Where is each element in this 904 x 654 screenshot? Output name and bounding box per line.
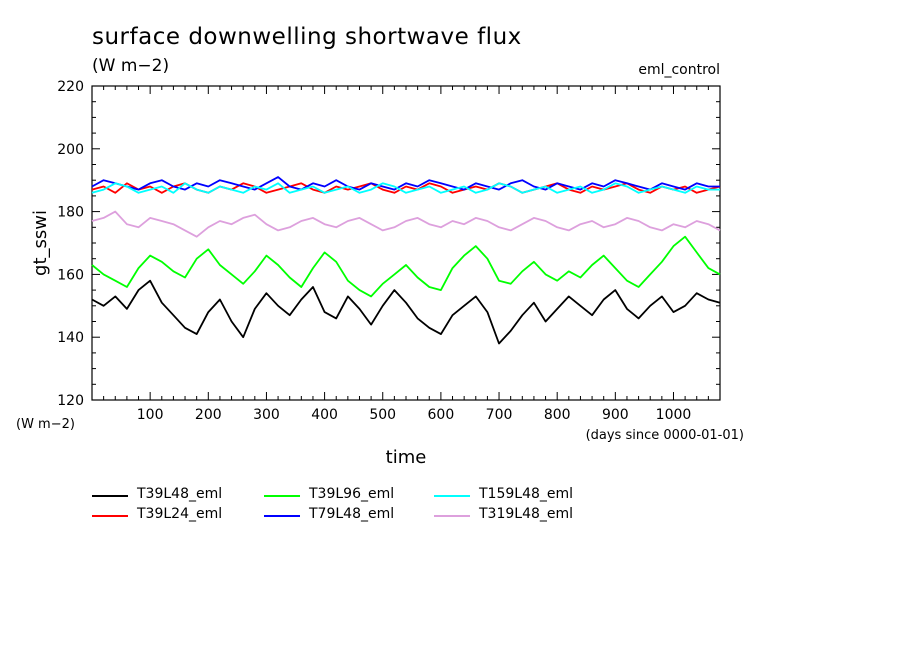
chart-title: surface downwelling shortwave flux bbox=[92, 24, 522, 50]
plot-frame bbox=[91, 85, 721, 401]
experiment-label: eml_control bbox=[638, 62, 720, 78]
x-tick-label: 1000 bbox=[656, 407, 692, 423]
x-units-label: (days since 0000-01-01) bbox=[586, 428, 744, 443]
x-tick-label: 800 bbox=[544, 407, 571, 423]
x-tick-label: 600 bbox=[428, 407, 455, 423]
y-axis-title: gt_sswi bbox=[30, 210, 51, 276]
legend-swatch bbox=[264, 515, 300, 517]
x-tick-label: 200 bbox=[195, 407, 222, 423]
legend-swatch bbox=[434, 495, 470, 497]
y-tick-label: 180 bbox=[57, 205, 84, 221]
x-tick-label: 900 bbox=[602, 407, 629, 423]
legend-swatch bbox=[264, 495, 300, 497]
series-line-T39L48_eml bbox=[91, 279, 721, 345]
legend-label: T39L24_eml bbox=[137, 506, 223, 522]
x-tick-label: 700 bbox=[486, 407, 513, 423]
legend-label: T39L48_eml bbox=[137, 486, 223, 502]
y-tick-label: 160 bbox=[57, 267, 84, 283]
legend-swatch bbox=[92, 495, 128, 497]
legend-label: T39L96_eml bbox=[309, 486, 395, 502]
y-tick-label: 220 bbox=[57, 79, 84, 95]
chart-units: (W m−2) bbox=[92, 56, 170, 76]
series-line-T39L96_eml bbox=[91, 235, 721, 298]
series-line-T79L48_eml bbox=[91, 176, 720, 191]
x-axis-title: time bbox=[386, 447, 427, 468]
legend-label: T159L48_eml bbox=[479, 486, 574, 502]
x-tick-label: 400 bbox=[311, 407, 338, 423]
legend-swatch bbox=[92, 515, 128, 517]
x-tick-label: 500 bbox=[369, 407, 396, 423]
y-units-label: (W m−2) bbox=[16, 417, 75, 432]
y-tick-label: 120 bbox=[57, 393, 84, 409]
y-tick-label: 200 bbox=[57, 142, 84, 158]
x-tick-label: 100 bbox=[137, 407, 164, 423]
legend-label: T79L48_eml bbox=[309, 506, 395, 522]
y-tick-label: 140 bbox=[57, 330, 84, 346]
legend-label: T319L48_eml bbox=[479, 506, 574, 522]
legend-swatch bbox=[434, 515, 470, 517]
x-tick-label: 300 bbox=[253, 407, 280, 423]
series-line-T319L48_eml bbox=[91, 210, 721, 238]
series-line-T159L48_eml bbox=[91, 182, 720, 194]
legend: T39L48_eml T39L24_eml T39L96_eml T79L48_… bbox=[92, 486, 612, 530]
